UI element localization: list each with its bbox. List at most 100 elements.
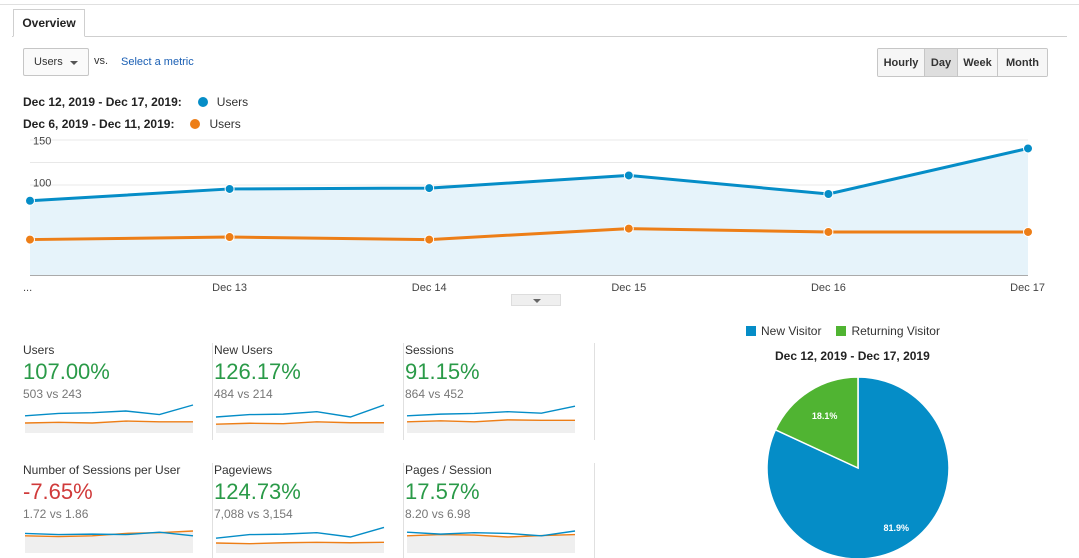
sparkline-area bbox=[407, 534, 575, 553]
sparkline-orange bbox=[24, 420, 193, 424]
sparkline bbox=[406, 405, 576, 433]
chevron-down-icon bbox=[533, 299, 541, 303]
legend-returning-visitor-swatch bbox=[836, 326, 847, 336]
pie-title: Dec 12, 2019 - Dec 17, 2019 bbox=[775, 349, 930, 363]
scorecard-percent: 107.00% bbox=[23, 359, 110, 384]
x-tick-label: Dec 13 bbox=[212, 282, 247, 294]
sparkline bbox=[215, 404, 385, 433]
scorecard[interactable]: Sessions 91.15% 864 vs 452 bbox=[405, 343, 595, 440]
tab-strip-line bbox=[12, 36, 1067, 37]
scorecard-name: Pageviews bbox=[214, 463, 273, 477]
scorecard-percent: 91.15% bbox=[405, 359, 480, 384]
scorecard-compare: 503 vs 243 bbox=[23, 387, 82, 401]
data-point-1-5 bbox=[1023, 226, 1033, 237]
scorecard-name: Pages / Session bbox=[405, 463, 492, 477]
chevron-down-icon bbox=[70, 61, 78, 65]
scorecard-compare: 8.20 vs 6.98 bbox=[405, 507, 471, 521]
legend-previous-range: Dec 6, 2019 - Dec 11, 2019: bbox=[23, 117, 175, 131]
data-point-0-0 bbox=[25, 195, 35, 206]
x-tick-label: Dec 14 bbox=[412, 282, 447, 294]
tab-overview[interactable]: Overview bbox=[13, 9, 85, 37]
sparkline-blue bbox=[215, 526, 385, 539]
legend-new-visitor: New Visitor bbox=[761, 324, 822, 338]
data-point-0-4 bbox=[823, 189, 834, 199]
scorecard[interactable]: Users 107.00% 503 vs 243 bbox=[23, 343, 213, 440]
scorecard-compare: 7,088 vs 3,154 bbox=[214, 507, 293, 521]
data-point-0-1 bbox=[224, 183, 235, 194]
top-border bbox=[0, 4, 1079, 5]
scorecard-percent: 126.17% bbox=[214, 359, 301, 384]
x-tick-label: ... bbox=[23, 282, 32, 294]
scorecard[interactable]: Pageviews 124.73% 7,088 vs 3,154 bbox=[214, 463, 404, 558]
sparkline-blue bbox=[215, 404, 385, 418]
sparkline-blue bbox=[24, 404, 194, 417]
sparkline-area bbox=[407, 419, 575, 433]
legend-current-dot bbox=[197, 97, 208, 107]
series-area bbox=[30, 148, 1028, 275]
hourly-button[interactable]: Hourly bbox=[878, 49, 925, 76]
data-point-1-4 bbox=[823, 226, 834, 237]
sparkline bbox=[24, 404, 194, 433]
data-point-0-3 bbox=[623, 170, 634, 181]
scorecard-compare: 864 vs 452 bbox=[405, 387, 464, 401]
sparkline-blue bbox=[406, 530, 576, 537]
data-point-1-3 bbox=[623, 223, 634, 234]
pie-legend: New Visitor Returning Visitor bbox=[746, 324, 940, 338]
series-line-0 bbox=[29, 146, 1029, 203]
scorecard-compare: 1.72 vs 1.86 bbox=[23, 507, 89, 521]
sparkline bbox=[24, 530, 194, 553]
data-point-0-2 bbox=[424, 183, 435, 194]
sparkline-area bbox=[216, 542, 384, 553]
month-button[interactable]: Month bbox=[998, 49, 1047, 76]
pie-slice-label: 18.1% bbox=[812, 411, 838, 421]
legend-new-visitor-swatch bbox=[746, 326, 756, 336]
y-tick-label: 150 bbox=[33, 135, 51, 147]
sparkline-blue bbox=[24, 531, 194, 537]
sparkline-area bbox=[25, 421, 193, 433]
legend-previous: Dec 6, 2019 - Dec 11, 2019: Users bbox=[23, 117, 241, 131]
select-metric-link[interactable]: Select a metric bbox=[121, 56, 194, 68]
legend-current: Dec 12, 2019 - Dec 17, 2019: Users bbox=[23, 95, 248, 109]
series-line-1 bbox=[29, 227, 1028, 242]
scorecard-percent: 17.57% bbox=[405, 479, 480, 504]
metric-select[interactable]: Users bbox=[23, 48, 89, 76]
sparkline-orange bbox=[406, 419, 575, 423]
legend-current-range: Dec 12, 2019 - Dec 17, 2019: bbox=[23, 95, 182, 109]
metric-select-value: Users bbox=[34, 56, 63, 68]
sparkline-area bbox=[216, 421, 384, 433]
y-tick-label: 100 bbox=[33, 178, 51, 190]
pie-slice-1 bbox=[774, 376, 859, 470]
data-point-0-5 bbox=[1023, 143, 1033, 154]
data-point-1-1 bbox=[224, 232, 235, 243]
scorecard-compare: 484 vs 214 bbox=[214, 387, 273, 401]
x-tick-label: Dec 17 bbox=[1010, 282, 1045, 294]
chart-collapse-handle[interactable] bbox=[511, 294, 561, 306]
scorecard[interactable]: Number of Sessions per User -7.65% 1.72 vs… bbox=[23, 463, 213, 558]
vs-label: vs. bbox=[94, 55, 109, 67]
scorecard[interactable]: New Users 126.17% 484 vs 214 bbox=[214, 343, 404, 440]
scorecard-name: Sessions bbox=[405, 343, 454, 357]
data-point-1-0 bbox=[25, 234, 35, 245]
legend-previous-series: Users bbox=[209, 117, 241, 131]
legend-current-series: Users bbox=[216, 95, 249, 109]
sparkline-orange bbox=[215, 421, 384, 425]
sparkline bbox=[215, 526, 385, 553]
pie-slice-label: 81.9% bbox=[883, 523, 909, 533]
x-tick-label: Dec 16 bbox=[811, 282, 846, 294]
x-tick-label: Dec 15 bbox=[611, 282, 646, 294]
legend-previous-dot bbox=[190, 119, 201, 129]
scorecard-name: Users bbox=[23, 343, 55, 357]
data-point-1-2 bbox=[424, 234, 435, 245]
week-button[interactable]: Week bbox=[958, 49, 998, 76]
sparkline-orange bbox=[215, 541, 385, 545]
scorecard-percent: 124.73% bbox=[214, 479, 301, 504]
legend-returning-visitor: Returning Visitor bbox=[851, 324, 940, 338]
scorecard[interactable]: Pages / Session 17.57% 8.20 vs 6.98 bbox=[405, 463, 595, 558]
granularity-buttons: Hourly Day Week Month bbox=[877, 48, 1048, 77]
visitor-pie-chart: 81.9% 18.1% bbox=[766, 376, 950, 558]
scorecard-name: New Users bbox=[214, 343, 273, 357]
scorecard-name: Number of Sessions per User bbox=[23, 463, 181, 477]
day-button[interactable]: Day bbox=[925, 49, 958, 76]
sparkline-blue bbox=[406, 405, 576, 417]
